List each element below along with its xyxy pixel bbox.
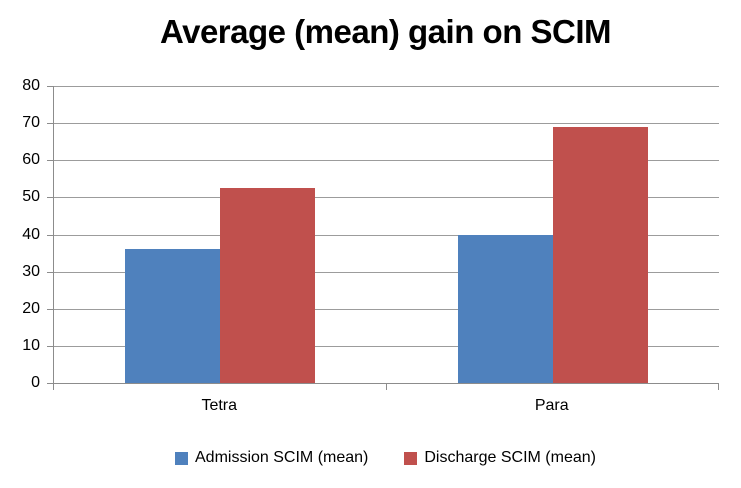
y-tick-mark <box>47 383 53 384</box>
gridline-40 <box>54 235 719 236</box>
y-tick-mark <box>47 123 53 124</box>
gridline-70 <box>54 123 719 124</box>
x-axis-labels: Tetra Para <box>53 397 718 417</box>
y-tick-mark <box>47 272 53 273</box>
legend: Admission SCIM (mean) Discharge SCIM (mea… <box>53 449 718 467</box>
y-tick-mark <box>47 86 53 87</box>
plot-area <box>53 86 719 384</box>
legend-label: Admission SCIM (mean) <box>195 449 369 466</box>
gridline-20 <box>54 309 719 310</box>
y-axis-labels: 0 10 20 30 40 50 60 70 80 <box>0 78 40 391</box>
y-tick-mark <box>47 235 53 236</box>
legend-item-discharge-scim-mean: Discharge SCIM (mean) <box>404 449 596 467</box>
y-tick-label: 20 <box>22 299 40 317</box>
y-tick-label: 80 <box>22 77 40 94</box>
y-tick-label: 50 <box>22 188 40 206</box>
bar-admission-scim-mean-para <box>458 235 553 383</box>
gridline-60 <box>54 160 719 161</box>
legend-label: Discharge SCIM (mean) <box>424 449 596 466</box>
y-tick-label: 60 <box>22 151 40 169</box>
y-tick-label: 40 <box>22 225 40 243</box>
gridline-50 <box>54 197 719 198</box>
gridline-10 <box>54 346 719 347</box>
y-tick-label: 30 <box>22 262 40 280</box>
x-tick-mark <box>718 384 719 390</box>
legend-swatch-admission-scim-mean <box>175 451 188 465</box>
y-tick-mark <box>47 197 53 198</box>
y-tick-mark <box>47 160 53 161</box>
x-category-label-tetra: Tetra <box>201 397 238 414</box>
legend-swatch-discharge-scim-mean <box>404 451 418 465</box>
y-tick-label: 70 <box>22 114 40 132</box>
x-tick-mark <box>386 384 387 390</box>
gridline-80 <box>54 86 719 87</box>
bar-admission-scim-mean-tetra <box>125 249 220 383</box>
bar-discharge-scim-mean-para <box>553 127 648 383</box>
y-tick-label: 0 <box>31 374 40 391</box>
y-tick-mark <box>47 309 53 310</box>
x-tick-mark <box>53 384 54 390</box>
gridline-30 <box>54 272 719 273</box>
y-tick-label: 10 <box>22 336 40 354</box>
legend-item-admission-scim-mean: Admission SCIM (mean) <box>175 449 368 467</box>
y-tick-mark <box>47 346 53 347</box>
bar-discharge-scim-mean-tetra <box>220 188 315 383</box>
x-category-label-para: Para <box>534 397 569 414</box>
chart-title: Average (mean) gain on SCIM <box>159 13 612 50</box>
